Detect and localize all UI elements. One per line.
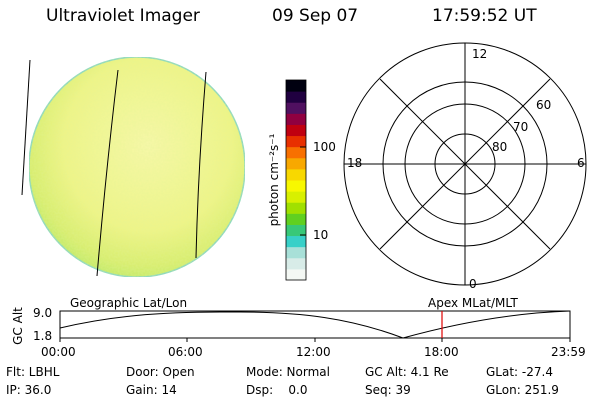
color-bar-band — [286, 224, 306, 237]
longitude-line — [21, 59, 31, 196]
color-bar-band — [286, 246, 306, 259]
color-bar-band — [286, 180, 306, 192]
polar-ring-label-70: 70 — [513, 120, 529, 134]
color-bar-band — [286, 146, 306, 159]
color-bar-band — [286, 80, 306, 92]
longitude-line — [195, 71, 207, 259]
color-bar-band — [286, 257, 306, 270]
glon-info: GLon: 251.9 — [486, 383, 559, 397]
color-bar-tick-label: 10 — [313, 228, 329, 242]
color-bar-band — [286, 113, 306, 125]
color-bar-band — [286, 191, 306, 203]
x-tick-label: 06:00 — [168, 345, 203, 359]
seq-info: Seq: 39 — [365, 383, 411, 397]
filter-info: Flt: LBHL — [6, 365, 60, 379]
dsp-info: Dsp: 0.0 — [246, 383, 308, 397]
color-bar-band — [286, 91, 306, 103]
color-bar-band — [286, 135, 306, 148]
altitude-y-max: 9.0 — [33, 306, 53, 320]
polar-ring-label-80: 80 — [492, 140, 508, 154]
gain-info: Gain: 14 — [126, 383, 177, 397]
polar-plot — [343, 42, 587, 286]
color-bar-frame — [285, 79, 307, 281]
altitude-curve — [59, 310, 571, 339]
glat-info: GLat: -27.4 — [486, 365, 553, 379]
color-bar-band — [286, 124, 306, 137]
x-tick-label: 12:00 — [296, 345, 331, 359]
observation-time: 17:59:52 UT — [432, 6, 537, 26]
color-bar-tick-label: 100 — [313, 140, 336, 154]
x-tick-label: 00:00 — [41, 345, 76, 359]
color-bar-band — [286, 213, 306, 225]
ip-info: IP: 36.0 — [6, 383, 52, 397]
x-tick-label: 18:00 — [424, 345, 459, 359]
observation-date: 09 Sep 07 — [272, 6, 359, 26]
polar-label-0: 0 — [469, 277, 477, 291]
polar-label-18: 18 — [347, 156, 363, 170]
mode-info: Mode: Normal — [246, 365, 330, 379]
color-bar — [286, 80, 306, 281]
apex-title: Apex MLat/MLT — [428, 296, 518, 310]
instrument-title: Ultraviolet Imager — [46, 6, 200, 26]
x-tick-label: 23:59 — [551, 345, 586, 359]
geographic-title: Geographic Lat/Lon — [70, 296, 188, 310]
color-bar-band — [286, 157, 306, 170]
polar-label-12: 12 — [472, 47, 488, 61]
altitude-y-min: 1.8 — [33, 329, 53, 343]
door-info: Door: Open — [126, 365, 195, 379]
color-bar-unit-label: photon cm⁻²s⁻¹ — [267, 133, 281, 227]
polar-label-6: 6 — [577, 156, 585, 170]
polar-ring-label-60: 60 — [536, 98, 552, 112]
uv-disc-image — [21, 56, 246, 278]
color-bar-band — [286, 168, 306, 181]
altitude-y-label: GC Alt — [11, 307, 25, 345]
color-bar-band — [286, 202, 306, 214]
color-bar-band — [286, 235, 306, 248]
color-bar-band — [286, 268, 306, 281]
color-bar-band — [286, 102, 306, 114]
altitude-plot — [59, 310, 571, 342]
gc-alt-info: GC Alt: 4.1 Re — [365, 365, 449, 379]
longitude-line — [96, 69, 119, 277]
